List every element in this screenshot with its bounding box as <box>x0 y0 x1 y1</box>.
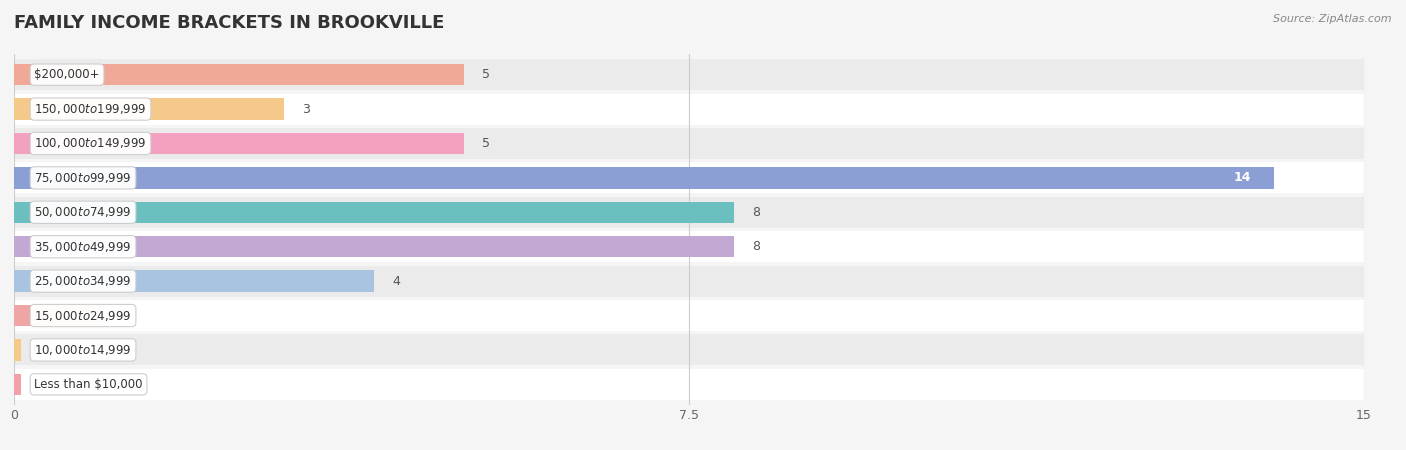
Text: 8: 8 <box>752 240 759 253</box>
Bar <box>14 133 464 154</box>
Text: $35,000 to $49,999: $35,000 to $49,999 <box>34 240 132 254</box>
Bar <box>14 202 734 223</box>
Bar <box>14 94 1364 125</box>
Text: 0: 0 <box>32 343 39 356</box>
Text: 14: 14 <box>1234 171 1251 184</box>
Text: 5: 5 <box>482 68 489 81</box>
Bar <box>14 369 1364 400</box>
Bar <box>14 128 1364 159</box>
Bar <box>14 162 1364 194</box>
Text: $15,000 to $24,999: $15,000 to $24,999 <box>34 309 132 323</box>
Text: 5: 5 <box>482 137 489 150</box>
Bar <box>14 266 1364 297</box>
Bar <box>14 374 21 395</box>
Text: $100,000 to $149,999: $100,000 to $149,999 <box>34 136 146 150</box>
Bar <box>14 59 1364 90</box>
Bar <box>14 236 734 257</box>
Bar <box>14 99 284 120</box>
Text: $25,000 to $34,999: $25,000 to $34,999 <box>34 274 132 288</box>
Text: Less than $10,000: Less than $10,000 <box>34 378 143 391</box>
Text: Source: ZipAtlas.com: Source: ZipAtlas.com <box>1274 14 1392 23</box>
Bar <box>14 339 21 360</box>
Text: FAMILY INCOME BRACKETS IN BROOKVILLE: FAMILY INCOME BRACKETS IN BROOKVILLE <box>14 14 444 32</box>
Text: $75,000 to $99,999: $75,000 to $99,999 <box>34 171 132 185</box>
Bar <box>14 334 1364 365</box>
Text: 4: 4 <box>392 274 399 288</box>
Text: 3: 3 <box>302 103 309 116</box>
Text: $50,000 to $74,999: $50,000 to $74,999 <box>34 205 132 219</box>
Text: 8: 8 <box>752 206 759 219</box>
Bar <box>14 64 464 86</box>
Bar <box>14 231 1364 262</box>
Text: $10,000 to $14,999: $10,000 to $14,999 <box>34 343 132 357</box>
Bar <box>14 167 1274 189</box>
Text: 1: 1 <box>122 309 129 322</box>
Bar <box>14 300 1364 331</box>
Text: $200,000+: $200,000+ <box>34 68 100 81</box>
Bar <box>14 305 104 326</box>
Text: 0: 0 <box>32 378 39 391</box>
Bar <box>14 270 374 292</box>
Text: $150,000 to $199,999: $150,000 to $199,999 <box>34 102 146 116</box>
Bar <box>14 197 1364 228</box>
